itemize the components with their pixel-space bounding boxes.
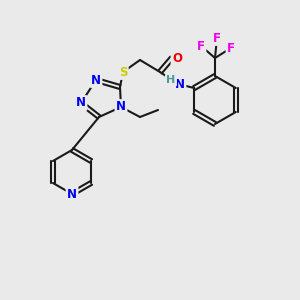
Text: N: N [91,74,101,86]
Text: F: F [197,40,205,52]
Text: N: N [76,97,86,110]
Text: N: N [116,100,126,113]
Text: H: H [167,75,176,85]
Text: N: N [67,188,77,200]
Text: F: F [227,41,235,55]
Text: S: S [119,65,127,79]
Text: O: O [172,52,182,64]
Text: N: N [175,77,185,91]
Text: F: F [213,32,221,44]
